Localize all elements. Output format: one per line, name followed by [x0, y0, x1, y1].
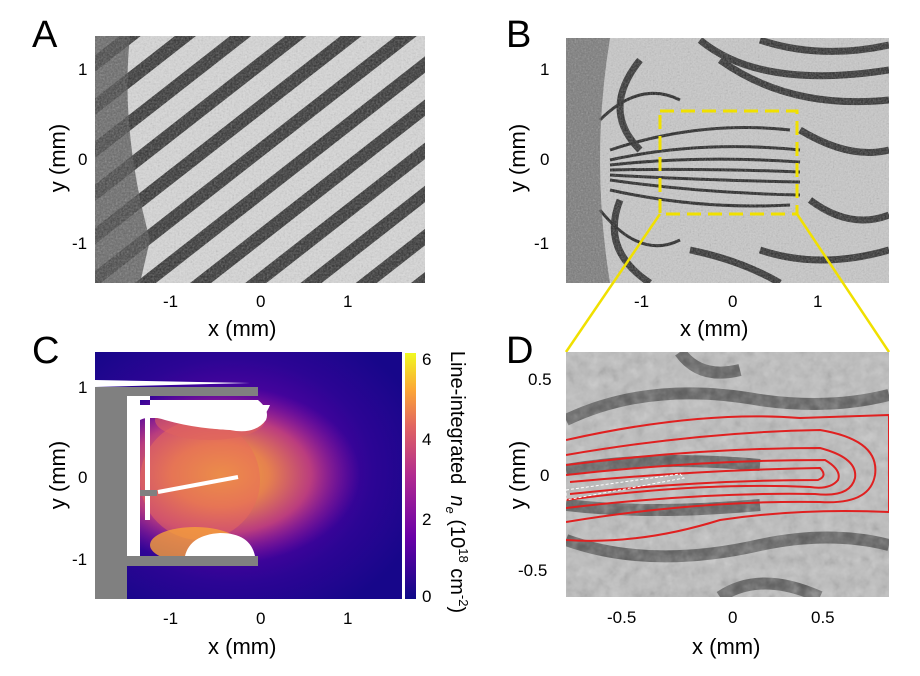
panel-a-xtick-2: 0 [256, 292, 266, 311]
interferogram-d-zoom [566, 352, 889, 597]
panel-a-letter: A [32, 14, 58, 56]
colorbar-tick-2: 2 [422, 510, 432, 529]
panel-d-letter: D [506, 330, 534, 372]
panel-c-xlabel: x (mm) [208, 634, 277, 659]
panel-d-ytick-1: 0.5 [528, 370, 552, 389]
panel-b-xtick-3: 1 [813, 292, 823, 311]
zoom-connector-right [795, 213, 891, 353]
panel-a-ylabel: y (mm) [45, 123, 70, 193]
panel-c-ytick-3: -1 [72, 550, 88, 569]
void-region-bottom [185, 533, 255, 556]
panel-b-ytick-3: -1 [534, 234, 550, 253]
interferogram-b-image [566, 38, 889, 283]
panel-a-ytick-3: -1 [72, 234, 88, 253]
void-region-top [130, 405, 270, 430]
jet-line [157, 475, 239, 494]
panel-d-ylabel: y (mm) [505, 440, 530, 510]
panel-d-xtick-1: -0.5 [607, 608, 637, 627]
panel-d-xtick-2: 0 [728, 608, 738, 627]
panel-b-xlabel: x (mm) [680, 316, 749, 341]
panel-c-xtick-2: 0 [256, 609, 266, 628]
colorbar-tick-6: 6 [422, 350, 432, 369]
panel-c-xtick-1: -1 [163, 609, 179, 628]
panel-a-xtick-1: -1 [163, 292, 179, 311]
zoom-box [658, 109, 799, 216]
panel-c-ytick-2: 0 [78, 468, 88, 487]
density-contours [566, 413, 889, 542]
colorbar-tick-4: 4 [422, 430, 432, 449]
colorbar [405, 353, 416, 599]
panel-b-ylabel: y (mm) [505, 123, 530, 193]
panel-a-xlabel: x (mm) [208, 316, 277, 341]
panel-c-xtick-3: 1 [343, 609, 353, 628]
panel-a-ytick-1: 1 [78, 60, 88, 79]
panel-d-xtick-3: 0.5 [811, 608, 835, 627]
target-body [95, 387, 127, 599]
panel-b-letter: B [506, 14, 532, 56]
panel-d-ytick-2: 0 [540, 466, 550, 485]
panel-a-ytick-2: 0 [78, 150, 88, 169]
zoom-connector-left [564, 213, 662, 353]
density-map-c [95, 352, 402, 599]
panel-b-xtick-2: 0 [728, 292, 738, 311]
panel-c-ytick-1: 1 [78, 378, 88, 397]
panel-d-ytick-3: -0.5 [518, 561, 548, 580]
colorbar-label: Line-integrated ne (1018 cm-2) [443, 350, 471, 614]
panel-c-letter: C [32, 330, 60, 372]
colorbar-tick-0: 0 [422, 587, 432, 606]
panel-b-ytick-2: 0 [540, 150, 550, 169]
panel-c-ylabel: y (mm) [45, 440, 70, 510]
interferogram-a-image [95, 36, 425, 283]
target-edge-outline [566, 473, 686, 501]
panel-a-xtick-3: 1 [343, 292, 353, 311]
panel-d-xlabel: x (mm) [692, 634, 761, 659]
panel-b-xtick-1: -1 [634, 292, 650, 311]
panel-b-ytick-1: 1 [540, 60, 550, 79]
